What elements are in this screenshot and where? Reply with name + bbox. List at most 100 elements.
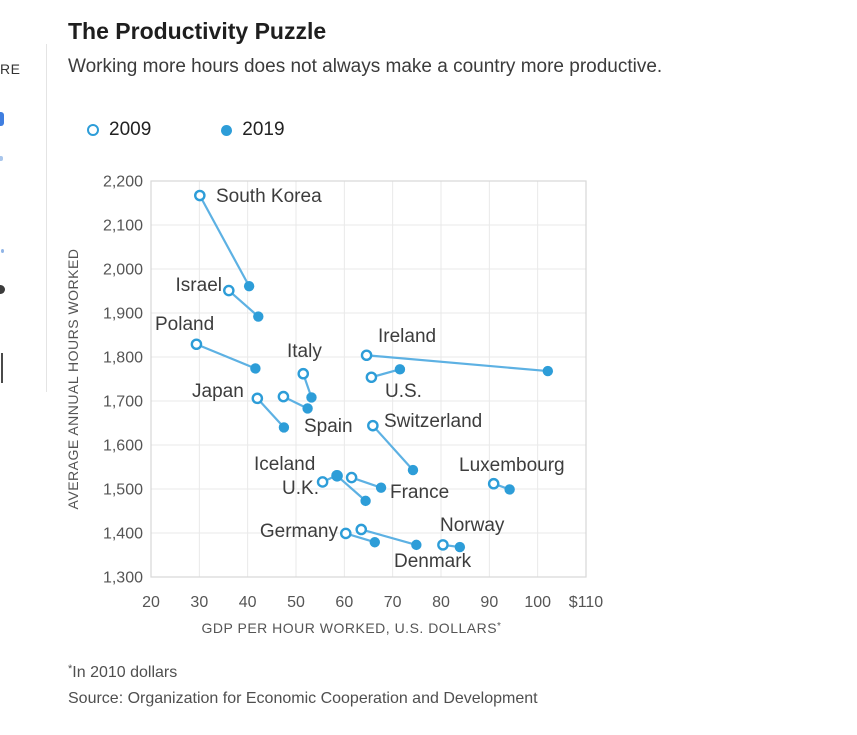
marker-2009-Japan — [251, 392, 264, 405]
connector-Israel — [228, 289, 260, 318]
marker-2009-Luxembourg — [487, 477, 500, 490]
x-tick-label: 90 — [480, 594, 498, 611]
footnote-asterisk: * — [68, 663, 73, 675]
footnote-text: In 2010 dollars — [72, 664, 178, 681]
x-tick-label: 20 — [142, 594, 160, 611]
marker-2019-South Korea — [243, 280, 255, 292]
marker-2009-France — [345, 471, 358, 484]
share-icon-fragment[interactable] — [1, 249, 4, 253]
scroll-fragment — [1, 353, 3, 383]
x-tick-label: 100 — [524, 594, 551, 611]
y-tick-label: 2,000 — [103, 262, 143, 279]
country-label-South Korea: South Korea — [216, 186, 322, 207]
chart-subtitle: Working more hours does not always make … — [68, 56, 663, 77]
marker-2019-Luxembourg — [504, 484, 515, 495]
share-icon-fragment[interactable] — [0, 285, 5, 294]
productivity-scatter-chart: 1,300 1,400 1,500 1,600 1,700 1,800 1,900 2,000… — [65, 174, 604, 637]
chart-title: The Productivity Puzzle — [68, 18, 327, 44]
marker-2009-Ireland — [360, 349, 373, 362]
marker-2009-South Korea — [194, 189, 206, 202]
open-circle-icon — [87, 124, 99, 136]
country-label-Denmark: Denmark — [394, 551, 472, 572]
connector-Poland — [196, 343, 256, 370]
country-label-U.K.: U.K. — [282, 478, 319, 499]
y-tick-label: 2,200 — [103, 174, 143, 191]
country-label-Israel: Israel — [176, 275, 222, 296]
country-label-Norway: Norway — [440, 515, 505, 536]
country-label-U.S.: U.S. — [385, 381, 422, 402]
marker-2009-Spain — [277, 390, 290, 403]
country-label-Italy: Italy — [287, 341, 322, 362]
marker-2009-Denmark — [355, 523, 368, 536]
x-axis-title: GDP PER HOUR WORKED, U.S. DOLLARS* — [202, 620, 502, 636]
y-tick-label: 2,100 — [103, 218, 143, 235]
marker-2019-Iceland — [360, 495, 371, 507]
marker-2019-U.S. — [394, 364, 406, 375]
country-label-Germany: Germany — [260, 521, 339, 542]
marker-2009-Switzerland — [367, 419, 379, 432]
legend-label-2019: 2019 — [242, 119, 285, 140]
marker-2009-Norway — [437, 539, 449, 551]
y-tick-label: 1,600 — [103, 438, 143, 455]
country-label-Ireland: Ireland — [378, 326, 436, 347]
marker-2009-Israel — [223, 284, 235, 297]
marker-2019-France — [375, 482, 387, 493]
connector-Switzerland — [372, 424, 414, 471]
x-tick-label: 80 — [432, 594, 450, 611]
country-label-Iceland: Iceland — [254, 454, 315, 475]
y-tick-label: 1,400 — [103, 526, 143, 543]
marker-2009-Germany — [339, 527, 352, 540]
marker-2019-Norway — [454, 541, 466, 553]
connector-Iceland — [336, 474, 367, 502]
marker-2019-Germany — [369, 537, 380, 548]
x-tick-label: 70 — [384, 594, 402, 611]
legend-item-2019: 2019 — [221, 119, 285, 141]
country-label-France: France — [390, 482, 449, 503]
share-icon-fragment[interactable] — [0, 156, 3, 161]
marker-2019-Poland — [250, 363, 261, 374]
marker-2009-U.S. — [365, 371, 378, 384]
x-tick-label: 60 — [335, 594, 353, 611]
country-label-Switzerland: Switzerland — [384, 411, 482, 432]
plot-frame — [150, 180, 587, 578]
y-tick-label: 1,500 — [103, 482, 143, 499]
marker-2009-U.K. — [316, 476, 329, 488]
x-tick-label: $110 — [569, 594, 604, 611]
marker-2019-Switzerland — [407, 464, 419, 476]
country-label-Luxembourg: Luxembourg — [459, 455, 565, 476]
x-tick-label: 40 — [239, 594, 257, 611]
y-tick-label: 1,300 — [103, 570, 143, 587]
chart-source: Source: Organization for Economic Cooper… — [68, 690, 538, 707]
y-tick-label: 1,700 — [103, 394, 143, 411]
marker-2019-U.K. — [331, 470, 342, 481]
y-axis-title: AVERAGE ANNUAL HOURS WORKED — [65, 249, 81, 510]
marker-2019-Ireland — [542, 365, 554, 377]
marker-2019-Spain — [302, 403, 313, 414]
marker-2019-Israel — [253, 311, 264, 322]
chart-footnote: *In 2010 dollars — [68, 663, 177, 682]
y-tick-label: 1,900 — [103, 306, 143, 323]
marker-2009-Italy — [297, 367, 310, 380]
x-tick-label: 30 — [190, 594, 208, 611]
marker-2019-Japan — [278, 422, 290, 433]
legend-label-2009: 2009 — [109, 119, 152, 140]
share-icon-fragment[interactable] — [0, 112, 4, 126]
share-heading-fragment: RE — [0, 61, 21, 77]
country-label-Spain: Spain — [304, 416, 353, 437]
x-tick-label: 50 — [287, 594, 305, 611]
connector-Denmark — [360, 528, 417, 546]
connector-South Korea — [198, 194, 251, 287]
connector-Japan — [256, 397, 285, 429]
country-label-Poland: Poland — [155, 314, 214, 335]
share-panel-border — [46, 44, 47, 392]
connector-Ireland — [366, 354, 548, 373]
marker-2019-Denmark — [411, 539, 422, 551]
filled-circle-icon — [221, 124, 233, 136]
country-label-Japan: Japan — [192, 381, 244, 402]
legend-item-2009: 2009 — [87, 119, 151, 141]
marker-2019-Italy — [306, 392, 317, 403]
marker-2009-Poland — [190, 338, 203, 351]
chart-legend: 2009 2019 — [87, 119, 285, 141]
y-tick-label: 1,800 — [103, 350, 143, 367]
